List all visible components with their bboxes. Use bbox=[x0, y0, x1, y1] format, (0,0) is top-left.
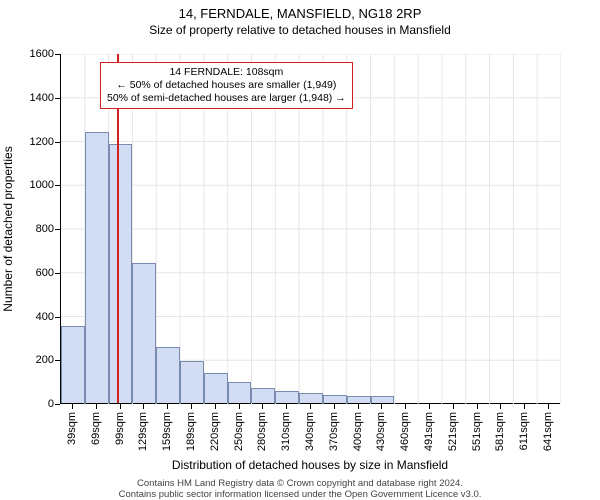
x-tick-mark bbox=[453, 404, 454, 409]
x-tick-mark bbox=[334, 404, 335, 409]
x-tick-mark bbox=[191, 404, 192, 409]
x-tick-mark bbox=[358, 404, 359, 409]
histogram-bar bbox=[228, 382, 252, 403]
y-tick-mark bbox=[55, 273, 60, 274]
x-tick-label: 99sqm bbox=[114, 412, 126, 445]
x-tick-mark bbox=[405, 404, 406, 409]
x-tick-mark bbox=[286, 404, 287, 409]
y-tick-mark bbox=[55, 142, 60, 143]
x-tick-mark bbox=[167, 404, 168, 409]
histogram-bar bbox=[251, 388, 275, 403]
histogram-bar bbox=[204, 373, 228, 403]
x-tick-mark bbox=[548, 404, 549, 409]
chart-container: 14, FERNDALE, MANSFIELD, NG18 2RP Size o… bbox=[0, 6, 600, 37]
x-tick-mark bbox=[524, 404, 525, 409]
histogram-bar bbox=[323, 395, 347, 403]
footer: Contains HM Land Registry data © Crown c… bbox=[0, 478, 600, 500]
x-tick-mark bbox=[120, 404, 121, 409]
x-tick-mark bbox=[429, 404, 430, 409]
y-tick-mark bbox=[55, 229, 60, 230]
y-tick-label: 1000 bbox=[6, 179, 54, 191]
histogram-bar bbox=[85, 132, 109, 403]
x-tick-label: 39sqm bbox=[66, 412, 78, 445]
x-tick-mark bbox=[310, 404, 311, 409]
x-tick-label: 400sqm bbox=[352, 412, 364, 451]
x-tick-label: 430sqm bbox=[375, 412, 387, 451]
x-tick-label: 611sqm bbox=[518, 412, 530, 450]
histogram-bar bbox=[371, 396, 395, 403]
x-tick-label: 460sqm bbox=[399, 412, 411, 451]
annotation-line-2: ← 50% of detached houses are smaller (1,… bbox=[107, 79, 346, 92]
y-tick-label: 1200 bbox=[6, 136, 54, 148]
x-tick-label: 641sqm bbox=[542, 412, 554, 451]
x-tick-label: 250sqm bbox=[233, 412, 245, 451]
x-tick-label: 370sqm bbox=[328, 412, 340, 451]
x-tick-label: 189sqm bbox=[185, 412, 197, 451]
x-tick-label: 521sqm bbox=[447, 412, 459, 451]
chart-title-line1: 14, FERNDALE, MANSFIELD, NG18 2RP bbox=[0, 6, 600, 21]
y-tick-label: 0 bbox=[6, 398, 54, 410]
x-tick-label: 69sqm bbox=[90, 412, 102, 445]
x-tick-mark bbox=[72, 404, 73, 409]
histogram-bar bbox=[299, 393, 323, 403]
x-axis-label: Distribution of detached houses by size … bbox=[60, 458, 560, 472]
x-tick-label: 581sqm bbox=[494, 412, 506, 451]
histogram-bar bbox=[347, 396, 371, 403]
x-tick-mark bbox=[477, 404, 478, 409]
x-tick-label: 280sqm bbox=[256, 412, 268, 451]
y-tick-label: 1600 bbox=[6, 48, 54, 60]
y-tick-mark bbox=[55, 360, 60, 361]
y-tick-mark bbox=[55, 54, 60, 55]
histogram-bar bbox=[132, 263, 156, 403]
x-tick-mark bbox=[262, 404, 263, 409]
histogram-bar bbox=[275, 391, 299, 403]
histogram-bar bbox=[109, 144, 133, 403]
x-tick-label: 220sqm bbox=[209, 412, 221, 451]
x-tick-label: 340sqm bbox=[304, 412, 316, 451]
chart-title-line2: Size of property relative to detached ho… bbox=[0, 23, 600, 37]
x-tick-label: 491sqm bbox=[423, 412, 435, 451]
footer-line-1: Contains HM Land Registry data © Crown c… bbox=[0, 478, 600, 489]
x-tick-mark bbox=[215, 404, 216, 409]
histogram-bar bbox=[180, 361, 204, 403]
histogram-bar bbox=[156, 347, 180, 403]
x-tick-mark bbox=[239, 404, 240, 409]
x-tick-label: 159sqm bbox=[161, 412, 173, 451]
x-tick-label: 129sqm bbox=[137, 412, 149, 451]
y-tick-label: 1400 bbox=[6, 92, 54, 104]
y-tick-mark bbox=[55, 185, 60, 186]
histogram-bar bbox=[61, 326, 85, 403]
y-tick-label: 400 bbox=[6, 311, 54, 323]
y-tick-mark bbox=[55, 404, 60, 405]
y-tick-label: 200 bbox=[6, 354, 54, 366]
x-tick-label: 310sqm bbox=[280, 412, 292, 451]
x-tick-mark bbox=[96, 404, 97, 409]
y-tick-mark bbox=[55, 317, 60, 318]
annotation-line-1: 14 FERNDALE: 108sqm bbox=[107, 66, 346, 79]
x-tick-label: 551sqm bbox=[471, 412, 483, 451]
y-tick-mark bbox=[55, 98, 60, 99]
annotation-line-3: 50% of semi-detached houses are larger (… bbox=[107, 92, 346, 105]
y-tick-label: 800 bbox=[6, 223, 54, 235]
annotation-box: 14 FERNDALE: 108sqm ← 50% of detached ho… bbox=[100, 62, 353, 109]
x-tick-mark bbox=[500, 404, 501, 409]
x-tick-mark bbox=[381, 404, 382, 409]
x-tick-mark bbox=[143, 404, 144, 409]
footer-line-2: Contains public sector information licen… bbox=[0, 489, 600, 500]
y-tick-label: 600 bbox=[6, 267, 54, 279]
